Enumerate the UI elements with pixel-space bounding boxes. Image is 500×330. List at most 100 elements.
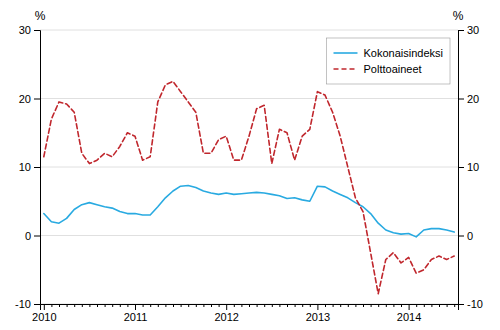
x-tick-mark	[211, 304, 212, 307]
y-tick-mark	[34, 99, 40, 100]
x-tick	[234, 304, 235, 307]
x-axis-line	[41, 305, 459, 311]
x-tick: 2013	[306, 304, 330, 323]
chart-container: 20102011201220132014-100102030-100102030…	[0, 0, 500, 330]
x-tick	[51, 304, 52, 307]
y-tick-label: 10	[19, 161, 31, 173]
x-tick-mark	[409, 304, 410, 310]
x-tick	[401, 304, 402, 307]
x-tick	[416, 304, 417, 307]
y2-axis-line	[459, 31, 465, 305]
y2-tick-mark	[458, 99, 464, 100]
x-tick-mark	[302, 304, 303, 307]
x-tick	[173, 304, 174, 307]
x-tick-mark	[241, 304, 242, 307]
x-tick-mark	[188, 304, 189, 307]
x-tick-label: 2014	[397, 311, 421, 323]
x-tick-mark	[317, 304, 318, 310]
x-tick-mark	[363, 304, 364, 307]
legend-swatch	[334, 52, 358, 54]
y2-tick: 30	[458, 24, 479, 36]
x-tick-mark	[165, 304, 166, 307]
x-tick	[279, 304, 280, 307]
x-tick	[272, 304, 273, 307]
x-tick	[211, 304, 212, 307]
legend-label: Polttoaineet	[364, 63, 422, 75]
x-tick	[363, 304, 364, 307]
x-tick	[181, 304, 182, 307]
x-tick-label: 2011	[124, 311, 148, 323]
x-tick	[120, 304, 121, 307]
y-axis: -100102030	[15, 24, 40, 310]
y2-tick-label: 0	[467, 230, 473, 242]
x-tick-mark	[173, 304, 174, 307]
legend-item: Polttoaineet	[334, 63, 422, 75]
grid-line	[40, 235, 458, 236]
y2-axis: -10 0 10 20 30	[458, 24, 483, 310]
legend: KokonaisindeksiPolttoaineet	[327, 38, 451, 84]
x-tick-mark	[181, 304, 182, 307]
x-tick-mark	[120, 304, 121, 307]
x-tick	[158, 304, 159, 307]
series-line	[44, 185, 454, 236]
y-tick-label: 20	[19, 93, 31, 105]
x-tick	[82, 304, 83, 307]
x-tick	[340, 304, 341, 307]
y-tick-mark	[34, 30, 40, 31]
x-tick	[67, 304, 68, 307]
x-tick-mark	[272, 304, 273, 307]
x-tick-mark	[105, 304, 106, 307]
x-tick	[219, 304, 220, 307]
x-tick-mark	[310, 304, 311, 307]
x-tick-mark	[355, 304, 356, 307]
x-tick-mark	[135, 304, 136, 310]
y2-axis-label: %	[453, 9, 464, 23]
grid-line	[40, 98, 458, 99]
x-tick	[241, 304, 242, 307]
x-tick	[196, 304, 197, 307]
x-tick: 2010	[32, 304, 56, 323]
x-tick: 2011	[124, 304, 148, 323]
y-axis-label: %	[35, 9, 46, 23]
x-tick	[89, 304, 90, 307]
x-tick-mark	[82, 304, 83, 307]
y2-tick: 10	[458, 161, 479, 173]
x-tick	[355, 304, 356, 307]
y2-tick: 0	[458, 230, 473, 242]
x-tick-mark	[264, 304, 265, 307]
x-tick	[439, 304, 440, 307]
x-tick	[348, 304, 349, 307]
x-tick	[378, 304, 379, 307]
x-tick	[393, 304, 394, 307]
grid	[40, 30, 458, 304]
y-tick: 0	[25, 230, 40, 242]
x-tick	[371, 304, 372, 307]
x-tick	[302, 304, 303, 307]
x-axis: 20102011201220132014	[32, 304, 458, 323]
x-tick	[74, 304, 75, 307]
y2-tick-label: -10	[467, 298, 483, 310]
y2-tick-mark	[458, 167, 464, 168]
x-tick	[424, 304, 425, 307]
x-tick-mark	[234, 304, 235, 307]
x-tick-mark	[59, 304, 60, 307]
x-tick-mark	[386, 304, 387, 307]
x-tick-mark	[249, 304, 250, 307]
x-tick-mark	[196, 304, 197, 307]
y-tick: 30	[19, 24, 40, 36]
x-tick	[150, 304, 151, 307]
legend-swatch	[334, 68, 358, 70]
x-tick-mark	[333, 304, 334, 307]
x-tick	[454, 304, 455, 307]
x-tick	[112, 304, 113, 307]
x-tick-mark	[431, 304, 432, 307]
x-tick	[431, 304, 432, 307]
x-tick-mark	[439, 304, 440, 307]
x-tick	[295, 304, 296, 307]
x-tick	[325, 304, 326, 307]
y2-tick-label: 20	[467, 93, 479, 105]
x-tick-mark	[401, 304, 402, 307]
grid-line	[40, 30, 458, 31]
y-tick-label: 0	[25, 230, 31, 242]
x-tick-mark	[287, 304, 288, 307]
